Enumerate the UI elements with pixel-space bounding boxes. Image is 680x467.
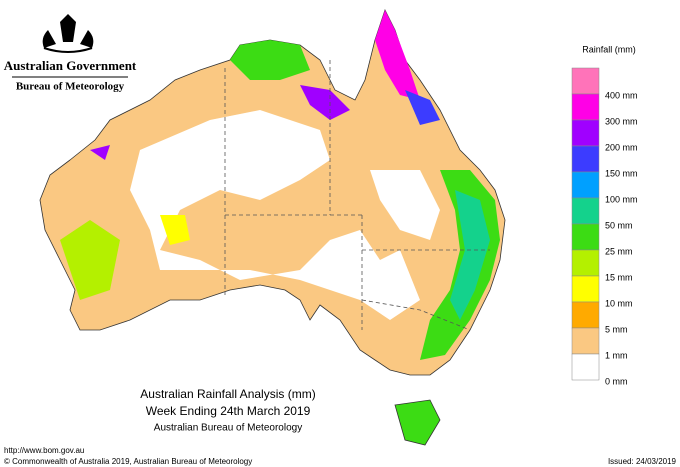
legend-swatch [571, 171, 600, 199]
caption-period: Week Ending 24th March 2019 [146, 404, 311, 418]
legend-label: 300 mm [605, 116, 638, 126]
footer-copyright: © Commonwealth of Australia 2019, Austra… [4, 457, 252, 466]
legend-label: 15 mm [605, 272, 633, 282]
legend-label: 25 mm [605, 246, 633, 256]
legend-swatch [571, 327, 600, 355]
legend-swatch [571, 223, 600, 251]
rainfall-map [39, 8, 506, 446]
footer-issued: Issued: 24/03/2019 [608, 457, 677, 466]
legend-label: 200 mm [605, 142, 638, 152]
legend-swatch [571, 301, 600, 329]
caption-source: Australian Bureau of Meteorology [154, 423, 302, 434]
legend-swatch [571, 275, 600, 303]
legend-label: 100 mm [605, 194, 638, 204]
legend-label: 400 mm [605, 90, 638, 100]
legend-title: Rainfall (mm) [582, 44, 636, 54]
legend-label: 1 mm [605, 350, 628, 360]
legend-swatch [571, 249, 600, 277]
legend-label: 5 mm [605, 324, 628, 334]
bureau-name: Bureau of Meteorology [16, 81, 125, 93]
legend-swatch [571, 67, 600, 95]
caption-title: Australian Rainfall Analysis (mm) [140, 387, 315, 401]
government-name: Australian Government [4, 58, 137, 73]
legend-label: 10 mm [605, 298, 633, 308]
coat-of-arms [42, 14, 94, 53]
footer-url: http://www.bom.gov.au [4, 446, 84, 455]
legend-swatch [571, 119, 600, 147]
legend-swatch [571, 145, 600, 173]
legend-swatch [571, 353, 600, 381]
legend-label: 0 mm [605, 376, 628, 386]
legend-swatch [571, 93, 600, 121]
legend-label: 150 mm [605, 168, 638, 178]
legend: 400 mm 300 mm 200 mm 150 mm 100 mm 50 mm 25 mm… [571, 67, 638, 386]
legend-swatch [571, 197, 600, 225]
legend-label: 50 mm [605, 220, 633, 230]
